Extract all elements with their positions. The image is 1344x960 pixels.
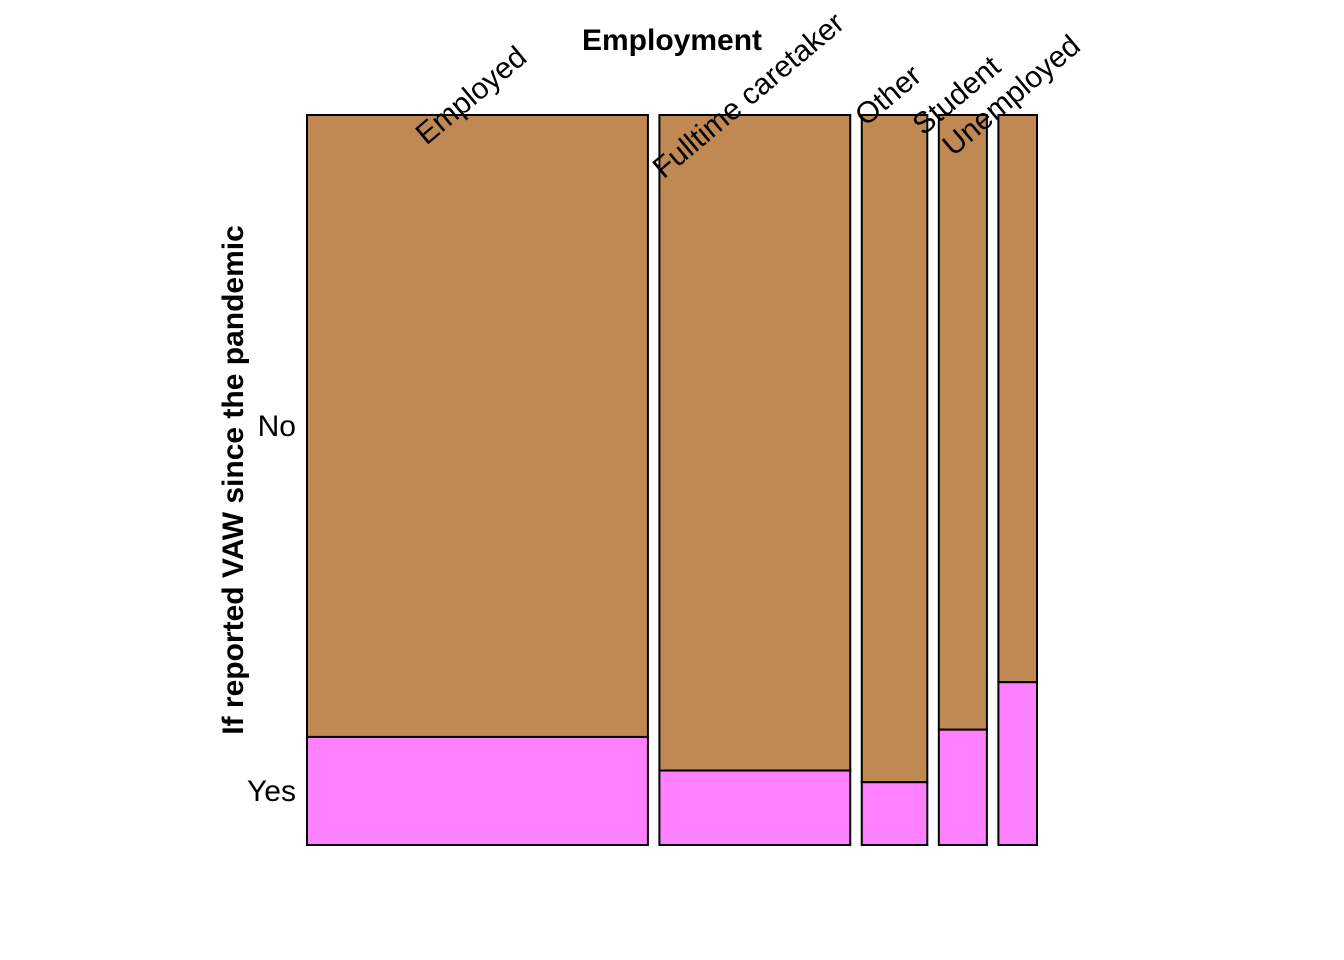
tile-employed-yes	[306, 735, 649, 847]
x-axis-title: Employment	[582, 24, 762, 57]
y-tick-no: No	[258, 410, 296, 443]
tile-student-no	[937, 114, 988, 731]
tiles	[306, 114, 1038, 847]
tile-fulltime-caretaker-no	[658, 114, 852, 772]
tile-employed-no	[306, 114, 649, 738]
tile-unemployed-no	[997, 114, 1038, 684]
tile-other-no	[860, 114, 929, 784]
tile-student-yes	[937, 728, 988, 846]
tile-other-yes	[860, 781, 929, 846]
tile-fulltime-caretaker-yes	[658, 769, 852, 846]
y-tick-labels: No Yes	[247, 410, 296, 808]
y-tick-yes: Yes	[247, 775, 296, 808]
y-axis-title: If reported VAW since the pandemic	[217, 225, 250, 735]
tile-unemployed-yes	[997, 681, 1038, 847]
